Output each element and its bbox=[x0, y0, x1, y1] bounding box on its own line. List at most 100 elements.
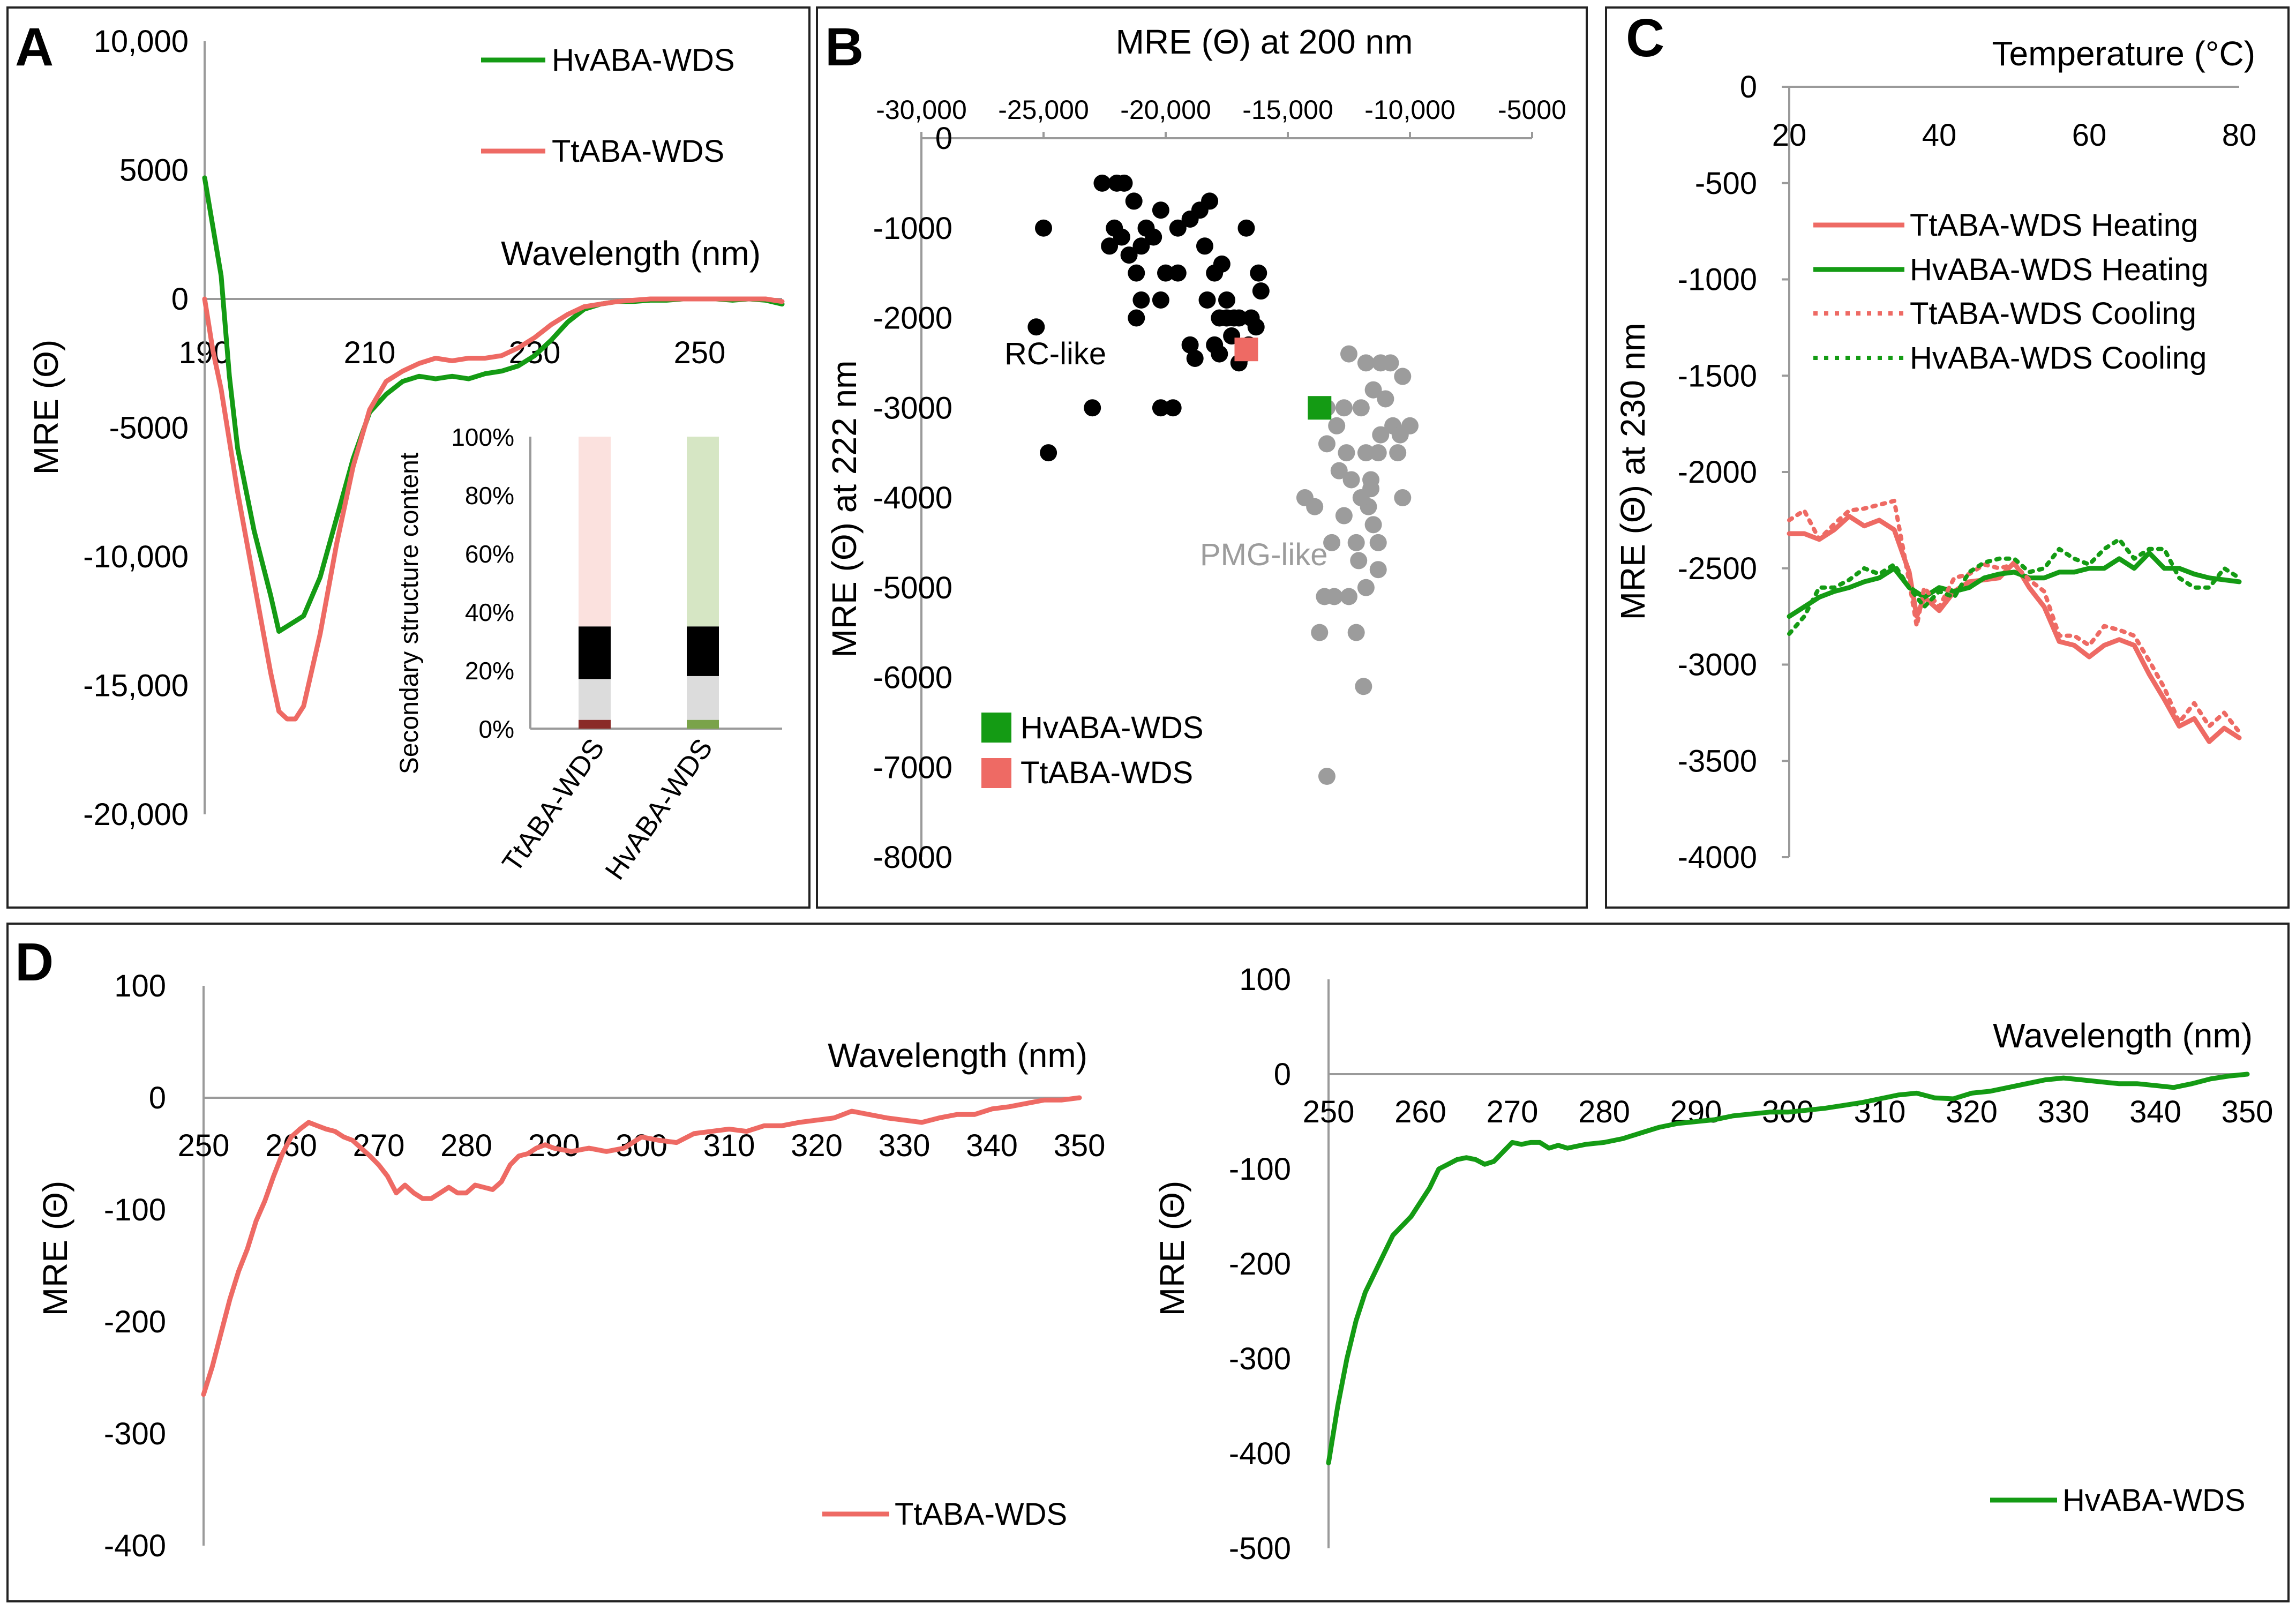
inset-bar-segment bbox=[579, 679, 611, 720]
point-pmg-like bbox=[1318, 435, 1335, 453]
panel-b-x-tick-label: -20,000 bbox=[1120, 95, 1211, 125]
legend-label-ttaba-heating: TtABA-WDS Heating bbox=[1910, 208, 2198, 243]
panel-d-right-x-ticks: 250 260 270 280 290 300 310 320 330 340 350 bbox=[1303, 1095, 2274, 1129]
point-rc-like bbox=[1145, 228, 1162, 246]
legend-label-ttaba: TtABA-WDS bbox=[1021, 755, 1193, 790]
panel-b-y-tick-label: -2000 bbox=[873, 301, 952, 336]
series-line-ttaba-cooling bbox=[1787, 498, 2241, 735]
point-pmg-like bbox=[1340, 588, 1357, 605]
panel-d-right-y-tick-label: -500 bbox=[1229, 1531, 1291, 1566]
point-rc-like bbox=[1120, 246, 1138, 264]
point-pmg-like bbox=[1372, 426, 1390, 444]
point-rc-like bbox=[1035, 219, 1052, 237]
point-rc-like bbox=[1201, 192, 1219, 210]
point-pmg-like bbox=[1357, 444, 1375, 462]
panel-a-frame bbox=[6, 6, 811, 909]
point-pmg-like bbox=[1394, 368, 1412, 385]
point-rc-like bbox=[1152, 201, 1169, 219]
point-rc-like bbox=[1040, 444, 1057, 462]
inset-y-tick-label: 100% bbox=[451, 423, 514, 451]
panel-d-right-x-tick-label: 330 bbox=[2038, 1095, 2090, 1129]
panel-b-legend: HvABA-WDS TtABA-WDS bbox=[981, 710, 1204, 790]
panel-d-right-x-tick-label: 280 bbox=[1578, 1095, 1630, 1129]
point-pmg-like bbox=[1357, 579, 1375, 596]
point-pmg-like bbox=[1338, 444, 1355, 462]
point-rc-like bbox=[1152, 399, 1169, 417]
panel-d-left-y-tick-label: -200 bbox=[104, 1305, 166, 1339]
point-rc-like bbox=[1181, 336, 1199, 354]
panel-b-x-ticks: -30,000 -25,000 -20,000 -15,000 -10,000 -5000 bbox=[876, 95, 1566, 138]
panel-c-y-ticks: 0 -500 -1000 -1500 -2000 -2500 -3000 -3500 -4000 bbox=[1678, 70, 1789, 875]
panel-a-y-ticks: 10,000 5000 0 -5000 -10,000 -15,000 -20,000 bbox=[83, 24, 189, 832]
point-rc-like bbox=[1027, 318, 1045, 336]
point-rc-like bbox=[1106, 219, 1123, 237]
point-rc-like bbox=[1196, 237, 1213, 255]
panel-b-y-tick-label: 0 bbox=[935, 121, 952, 156]
panel-b-y-tick-label: -6000 bbox=[873, 661, 952, 695]
inset-bar-segment bbox=[579, 626, 611, 679]
panel-a: A 10,00050000-5000-10,000-15,000-20,000 … bbox=[6, 6, 811, 909]
point-pmg-like bbox=[1342, 471, 1360, 489]
point-rc-like bbox=[1152, 291, 1169, 309]
point-rc-like bbox=[1132, 237, 1150, 255]
panel-b-points bbox=[1027, 174, 1419, 785]
point-pmg-like bbox=[1389, 444, 1407, 462]
point-rc-like bbox=[1132, 291, 1150, 309]
inset-x-label: TtABA-WDS bbox=[497, 733, 611, 878]
point-rc-like bbox=[1230, 309, 1248, 327]
panel-b-y-tick-label: -3000 bbox=[873, 391, 952, 425]
panel-c-x-title: Temperature (°C) bbox=[1992, 34, 2256, 73]
point-rc-like bbox=[1128, 264, 1145, 282]
panel-d-right-y-tick-label: -100 bbox=[1229, 1152, 1291, 1187]
panel-d-left-x-tick-label: 310 bbox=[703, 1128, 755, 1163]
series-line-ttaba bbox=[202, 296, 785, 722]
panel-a-y-tick-label: -20,000 bbox=[83, 797, 189, 832]
inset-y-tick-label: 80% bbox=[465, 482, 514, 509]
point-rc-like bbox=[1186, 349, 1204, 367]
panel-b-y-tick-label: -4000 bbox=[873, 481, 952, 515]
panel-a-label: A bbox=[15, 17, 54, 77]
panel-b-frame bbox=[816, 6, 1588, 909]
point-pmg-like bbox=[1335, 507, 1353, 524]
panel-d-left-y-tick-label: -400 bbox=[104, 1528, 166, 1563]
point-rc-like bbox=[1211, 345, 1228, 363]
point-rc-like bbox=[1237, 219, 1255, 237]
series-line-ttaba bbox=[201, 1095, 1082, 1397]
panel-d-left-chart: 1000-100-200-300-400 250 260 270 280 290 300 3… bbox=[36, 969, 1105, 1563]
panel-b-x-tick-label: -30,000 bbox=[876, 95, 967, 125]
point-pmg-like bbox=[1352, 399, 1370, 417]
annotation-rc-like: RC-like bbox=[1004, 336, 1106, 371]
panel-d-right-y-tick-label: -300 bbox=[1229, 1342, 1291, 1376]
point-rc-like bbox=[1128, 309, 1145, 327]
panel-b-y-tick-label: -7000 bbox=[873, 750, 952, 785]
panel-b-x-tick-label: -15,000 bbox=[1242, 95, 1333, 125]
point-rc-like bbox=[1164, 399, 1182, 417]
series-line-hvaba bbox=[1326, 1071, 2250, 1466]
panel-b-x-title: MRE (Θ) at 200 nm bbox=[1116, 23, 1413, 61]
panel-d-right-y-tick-label: 100 bbox=[1239, 962, 1291, 997]
panel-c-x-tick-label: 40 bbox=[1922, 118, 1957, 153]
panel-a-y-tick-label: 0 bbox=[171, 282, 189, 317]
panel-b-y-tick-label: -1000 bbox=[873, 211, 952, 246]
panel-c-x-ticks: 20 40 60 80 bbox=[1772, 118, 2257, 153]
panel-c-y-title: MRE (Θ) at 230 nm bbox=[1614, 323, 1652, 620]
panel-d-left-x-title: Wavelength (nm) bbox=[828, 1036, 1087, 1075]
panel-a-y-tick-label: -15,000 bbox=[83, 669, 189, 703]
point-rc-like bbox=[1115, 174, 1133, 192]
point-pmg-like bbox=[1352, 489, 1370, 506]
inset-bar-segment bbox=[579, 437, 611, 627]
panel-d-right-y-tick-label: -400 bbox=[1229, 1436, 1291, 1471]
series-line-hvaba-cooling bbox=[1787, 537, 2241, 636]
panel-d-left-x-tick-label: 320 bbox=[791, 1128, 843, 1163]
panel-a-y-tick-label: -10,000 bbox=[83, 540, 189, 574]
point-pmg-like bbox=[1364, 516, 1382, 534]
legend-label-hvaba: HvABA-WDS bbox=[1021, 710, 1204, 745]
panel-d-right-y-title: MRE (Θ) bbox=[1153, 1181, 1191, 1316]
point-pmg-like bbox=[1369, 561, 1387, 579]
annotation-pmg-like: PMG-like bbox=[1200, 537, 1327, 572]
point-rc-like bbox=[1218, 309, 1235, 327]
point-rc-like bbox=[1247, 318, 1265, 336]
legend-label-ttaba: TtABA-WDS bbox=[552, 134, 724, 169]
point-pmg-like bbox=[1347, 624, 1365, 641]
